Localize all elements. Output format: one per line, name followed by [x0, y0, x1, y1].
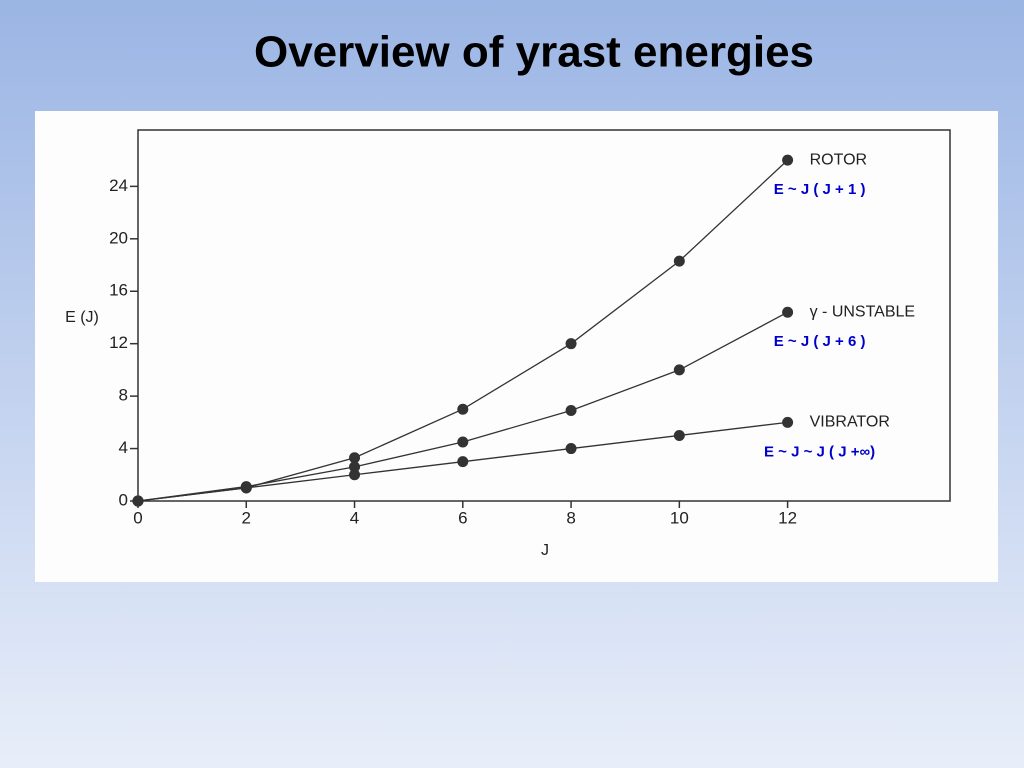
data-point: [349, 461, 361, 473]
y-tick-label: 4: [119, 438, 128, 457]
plot-frame: [137, 129, 951, 502]
x-tick-label: 4: [350, 508, 359, 527]
data-point: [349, 452, 361, 464]
data-point: [782, 416, 794, 428]
data-point: [457, 456, 469, 468]
x-tick-label: 8: [566, 508, 575, 527]
y-tick-label: 16: [109, 281, 128, 300]
x-tick-label: 2: [242, 508, 251, 527]
x-tick-label: 6: [458, 508, 467, 527]
series-formula: E ~ J ( J + 6 ): [774, 333, 866, 350]
data-point: [457, 436, 469, 448]
data-point: [673, 364, 685, 376]
y-axis-label: E (J): [65, 309, 99, 326]
data-point: [349, 469, 361, 481]
series-label: ROTOR: [810, 151, 867, 168]
data-point: [673, 429, 685, 441]
x-tick-label: 12: [778, 508, 797, 527]
data-point: [565, 338, 577, 350]
y-tick-label: 0: [119, 490, 128, 509]
data-point: [673, 255, 685, 267]
data-point: [782, 306, 794, 318]
x-axis-label: J: [541, 542, 549, 559]
series-formula: E ~ J ~ J ( J +∞): [764, 443, 875, 460]
data-point: [240, 482, 252, 494]
y-tick-label: 20: [109, 228, 128, 247]
y-tick-label: 12: [109, 333, 128, 352]
data-point: [132, 495, 144, 507]
data-point: [565, 443, 577, 455]
y-tick-label: 8: [119, 386, 128, 405]
slide-title: Overview of yrast energies: [254, 28, 814, 77]
y-tick-label: 24: [109, 176, 128, 195]
series-label: VIBRATOR: [810, 414, 890, 431]
chart-panel: [35, 111, 998, 582]
x-tick-label: 0: [133, 508, 142, 527]
data-point: [782, 154, 794, 166]
series-formula: E ~ J ( J + 1 ): [774, 181, 866, 198]
data-point: [457, 403, 469, 415]
data-point: [565, 405, 577, 417]
series-label: γ - UNSTABLE: [810, 303, 916, 320]
x-tick-label: 10: [670, 508, 689, 527]
